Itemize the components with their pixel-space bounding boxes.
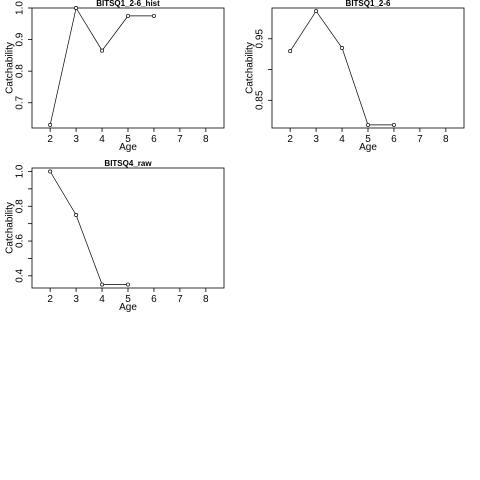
chart-panel-3: BITSQ4_raw 2 3 4 5 6 7 8 Age 0.4 0.6 0.8 1.0 Catchabi… [5,159,225,313]
y-axis-title: Catchability [5,202,16,254]
y-tick-label: 0.85 [255,90,266,110]
chart-title: BITSQ1_2-6 [346,0,391,8]
chart-title: BITSQ4_raw [104,159,152,168]
x-tick-label: 6 [391,134,397,145]
y-tick-label: 1.0 [15,164,26,178]
y-tick-label: 1.0 [15,1,26,15]
series-line [289,10,394,126]
data-point [314,9,319,14]
x-tick-label: 7 [177,134,183,145]
x-tick-label: 7 [177,294,183,305]
data-point [74,6,79,10]
x-tick-label: 3 [73,134,79,145]
x-axis-title: Age [119,142,137,153]
x-tick-label: 5 [125,294,131,305]
data-point [288,49,293,54]
x-tick-label: 4 [339,134,345,145]
data-point [100,282,105,287]
plot-frame [31,167,225,289]
y-tick-label: 0.6 [15,234,26,248]
y-axis-title: Catchability [245,42,256,94]
data-point [151,13,156,18]
data-point [366,122,370,127]
y-tick-label: 0.9 [15,32,26,46]
data-point [100,48,105,53]
y-tick-label: 0.4 [15,268,26,282]
data-point [48,122,53,127]
x-tick-label: 3 [313,134,319,145]
x-tick-label: 6 [151,294,157,305]
series-line [49,171,128,285]
x-tick-label: 2 [287,134,293,145]
y-tick-label: 0.7 [15,95,26,109]
chart-title: BITSQ1_2-6_hist [96,0,160,8]
x-tick-label: 8 [443,134,449,145]
y-tick-label: 0.8 [15,199,26,213]
x-tick-label: 2 [47,134,53,145]
x-tick-label: 4 [99,134,105,145]
x-tick-label: 8 [203,134,209,145]
plot-frame [31,7,225,129]
x-tick-label: 4 [99,294,105,305]
y-axis-title: Catchability [5,42,16,94]
data-point [126,13,130,18]
x-tick-label: 2 [47,294,53,305]
x-tick-label: 5 [365,134,371,145]
data-point [391,122,396,127]
series-line [49,7,154,125]
x-axis-title: Age [359,142,377,153]
data-point [340,46,345,50]
data-point [74,213,79,217]
x-axis-title: Age [119,302,137,313]
data-point [48,169,53,174]
x-tick-label: 7 [417,134,423,145]
y-tick-label: 0.95 [255,29,266,49]
plot-frame [271,7,465,129]
chart-panel-1: BITSQ1_2-6_hist 2 3 4 5 6 7 8 Age 0.7 0.8 0.9 1.0 Cat… [5,0,225,153]
x-tick-label: 3 [73,294,79,305]
x-tick-label: 6 [151,134,157,145]
y-tick-label: 0.8 [15,64,26,78]
x-tick-label: 5 [125,134,131,145]
data-point [126,282,130,287]
x-tick-label: 8 [203,294,209,305]
